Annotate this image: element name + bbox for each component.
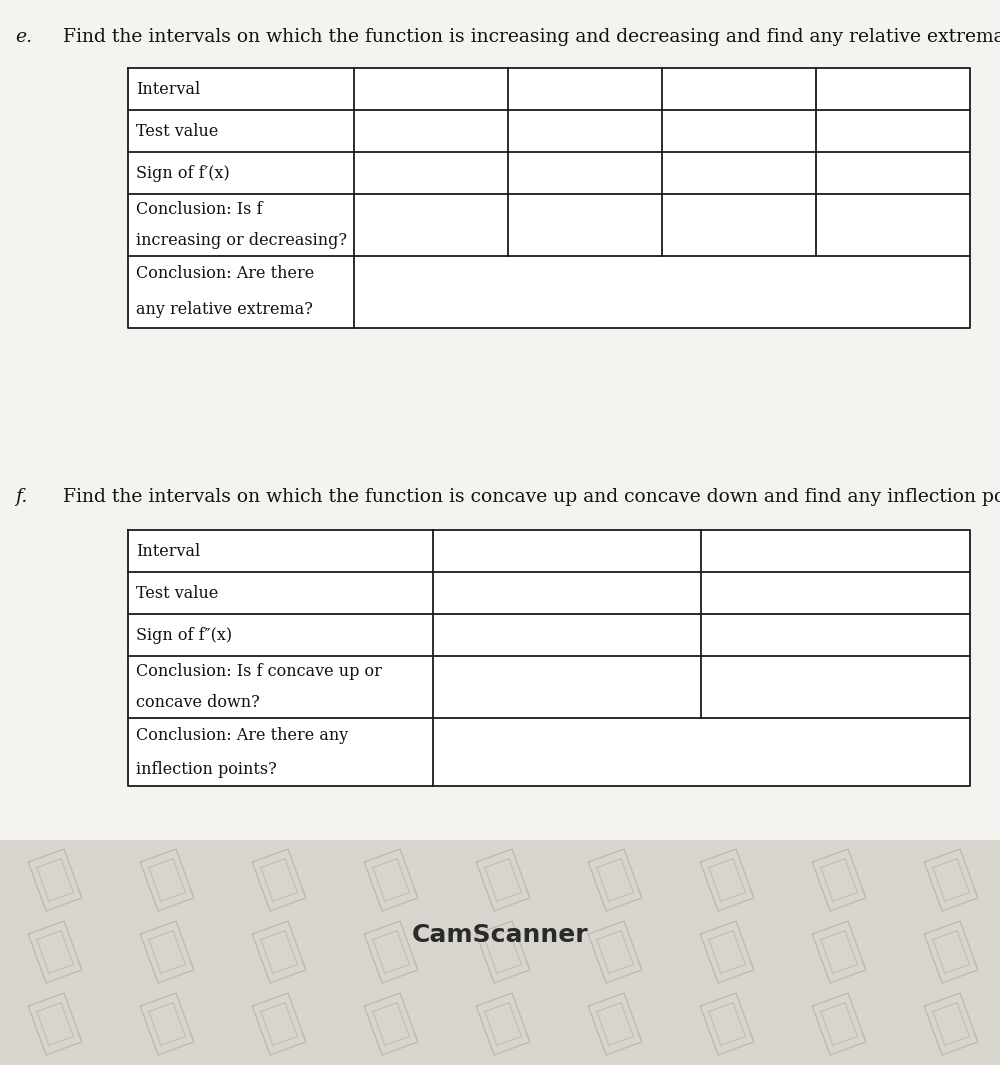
Bar [128,530,970,786]
Text: Conclusion: Is f: Conclusion: Is f [136,201,262,218]
Text: Test value: Test value [136,585,218,602]
Text: Conclusion: Is f concave up or: Conclusion: Is f concave up or [136,663,382,679]
Text: inflection points?: inflection points? [136,760,277,777]
Bar [0,0,1000,840]
Bar [0,840,1000,1065]
Text: increasing or decreasing?: increasing or decreasing? [136,232,347,249]
Text: concave down?: concave down? [136,694,260,711]
Text: Test value: Test value [136,122,218,140]
Text: Find the intervals on which the function is concave up and concave down and find: Find the intervals on which the function… [63,488,1000,506]
Text: Interval: Interval [136,542,200,559]
Text: Sign of f′(x): Sign of f′(x) [136,164,230,181]
Text: e.: e. [15,28,32,46]
Text: Conclusion: Are there any: Conclusion: Are there any [136,726,348,743]
Text: Conclusion: Are there: Conclusion: Are there [136,265,314,282]
Text: CamScanner: CamScanner [412,922,588,947]
Text: f.: f. [15,488,27,506]
Text: Sign of f″(x): Sign of f″(x) [136,626,232,643]
Bar [128,68,970,328]
Text: any relative extrema?: any relative extrema? [136,301,313,318]
Text: Interval: Interval [136,81,200,98]
Text: Find the intervals on which the function is increasing and decreasing and find a: Find the intervals on which the function… [63,28,1000,46]
